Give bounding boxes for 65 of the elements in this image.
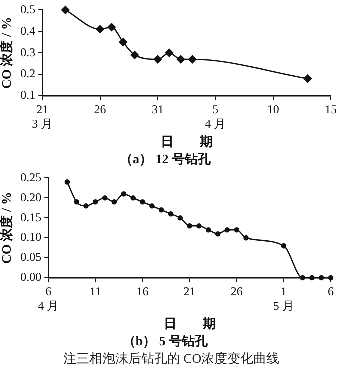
point (140, 200, 146, 205)
point (224, 227, 230, 233)
point (149, 203, 155, 209)
point (62, 6, 70, 14)
y-tick-label: 0.20 (20, 190, 42, 204)
x-tick-label: 16 (136, 284, 149, 298)
y-tick-label: 0.25 (20, 170, 42, 184)
y-tick-label: 0.3 (20, 45, 36, 60)
y-tick-label: 0.00 (20, 270, 42, 284)
text: （a） 12 号钻孔 (120, 152, 212, 167)
point (206, 227, 212, 233)
y-tick-label: 0.2 (20, 66, 36, 81)
x-tick-label: 21 (184, 284, 196, 298)
x-tick-label: 6 4 月 (38, 284, 60, 313)
point (108, 23, 116, 32)
point (196, 223, 202, 229)
x-tick-label: 21 3 月 (32, 102, 54, 131)
text: 注三相泡沫后钻孔的 CO浓度变化曲线 (62, 350, 281, 368)
y-axis-title: CO 浓度 / % (0, 192, 14, 264)
point (158, 207, 164, 213)
point (64, 180, 70, 185)
x-tick-label: 11 (90, 284, 102, 298)
x-tick-label: 31 (152, 102, 164, 116)
point (300, 275, 306, 281)
x-axis-title: 日 期 (164, 316, 216, 331)
point (244, 235, 249, 241)
point (84, 203, 89, 209)
point (176, 55, 186, 64)
point (187, 223, 192, 229)
point (130, 196, 136, 201)
point (165, 48, 174, 58)
point (168, 211, 174, 217)
text: （b） 5 号钻孔 (122, 334, 210, 349)
y-tick-label: 0.1 (20, 88, 36, 102)
point (310, 275, 315, 281)
x-tick-label: 5 4 月 (205, 102, 226, 131)
y-tick-label: 0.5 (20, 2, 36, 16)
point (234, 227, 240, 233)
point (215, 231, 221, 237)
y-tick-label: 0.10 (20, 230, 42, 244)
point (130, 51, 140, 60)
y-tick-label: 0.15 (20, 210, 42, 224)
x-tick-label: 10 (267, 102, 280, 116)
point (304, 74, 312, 83)
point (102, 196, 108, 201)
point (96, 25, 104, 34)
x-tick-label: 6 (328, 284, 334, 298)
x-tick-label: 26 (94, 102, 106, 116)
point (188, 55, 197, 64)
y-axis-title: CO 浓度 / % (0, 17, 14, 90)
y-tick-label: 0.4 (20, 24, 36, 38)
point (93, 200, 98, 205)
x-axis-title: 日 期 (160, 134, 213, 149)
x-tick-label: 15 (325, 102, 337, 116)
point (178, 215, 184, 221)
point (121, 192, 127, 197)
point (112, 200, 118, 205)
point (154, 55, 162, 64)
x-tick-label: 1 5 月 (273, 284, 294, 313)
point (281, 243, 287, 249)
point (318, 275, 324, 281)
point (74, 200, 80, 205)
point (119, 38, 128, 47)
y-tick-label: 0.05 (20, 250, 42, 264)
x-tick-label: 26 (230, 284, 243, 298)
